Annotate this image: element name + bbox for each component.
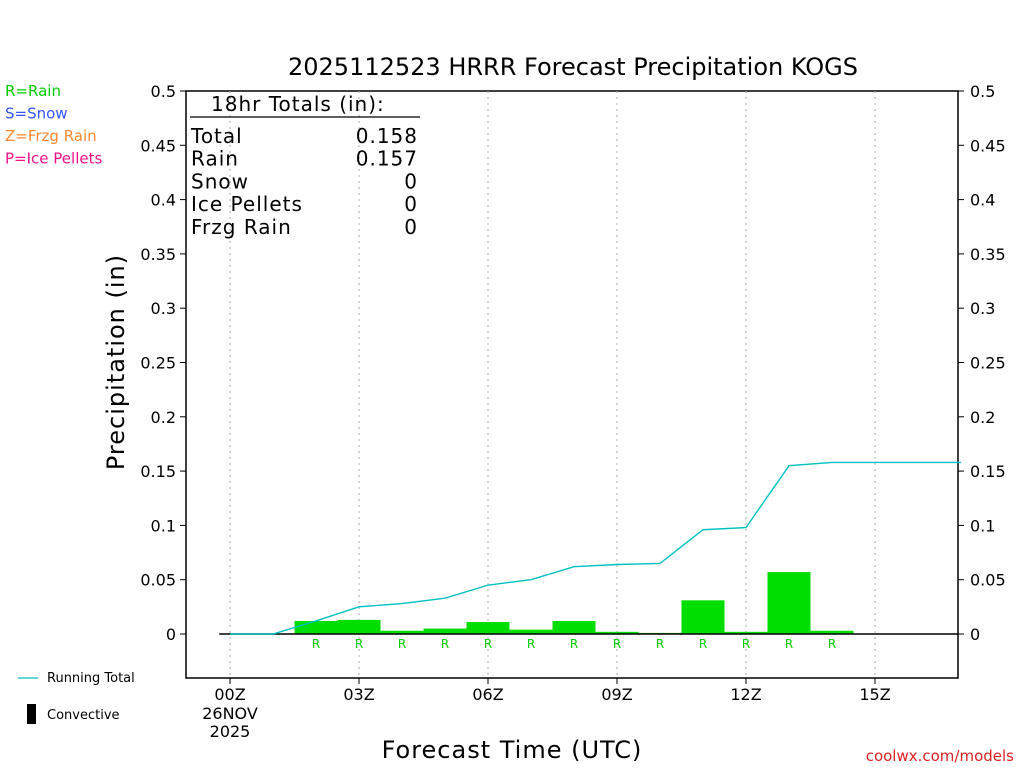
totals-row-value: 0 [404, 169, 418, 193]
ptype-label: R [312, 637, 320, 651]
ptype-label: R [742, 637, 750, 651]
precip-bar [466, 622, 510, 634]
ptype-label: R [355, 637, 363, 651]
ptype-label: R [699, 637, 707, 651]
x-tick-label: 15Z [859, 685, 890, 704]
y-tick-label: 0.5 [151, 82, 176, 101]
x-tick-label: 06Z [472, 685, 503, 704]
precip-bars [294, 572, 854, 634]
y-tick-label: 0.2 [151, 408, 176, 427]
totals-row-label: Rain [191, 147, 239, 171]
precip-bar [810, 630, 854, 634]
precip-bar [337, 619, 381, 634]
precip-bar [595, 631, 639, 634]
y-tick-label-right: 0.1 [970, 516, 995, 535]
y-tick-label: 0.3 [151, 299, 176, 318]
precip-bar [380, 630, 424, 634]
y-tick-label: 0.1 [151, 516, 176, 535]
totals-row-value: 0.158 [356, 124, 418, 148]
totals-row-value: 0 [404, 192, 418, 216]
totals-header: 18hr Totals (in): [211, 92, 385, 116]
precip-bar [724, 631, 768, 634]
y-tick-label: 0.4 [151, 191, 176, 210]
totals-rows: Total 0.158 Rain 0.157 Snow 0 Ice Pellets 0 Frzg… [190, 124, 418, 239]
ptype-label: R [613, 637, 621, 651]
y-tick-label-right: 0.15 [970, 462, 1006, 481]
ptype-label: R [527, 637, 535, 651]
x-tick-label: 03Z [343, 685, 374, 704]
x-axis-label: Forecast Time (UTC) [382, 736, 643, 764]
x-tick-date-label: 26NOV [202, 704, 258, 723]
credit-text: coolwx.com/models [866, 747, 1014, 765]
y-tick-label-right: 0.05 [970, 571, 1006, 590]
ptype-legend-entry: P=Ice Pellets [5, 150, 102, 168]
y-axis-label: Precipitation (in) [102, 254, 130, 470]
ptype-legend-entry: Z=Frzg Rain [5, 127, 97, 145]
y-tick-label: 0.35 [140, 245, 176, 264]
totals-row-label: Frzg Rain [191, 215, 292, 239]
y-tick-label: 0 [166, 625, 176, 644]
y-tick-label: 0.15 [140, 462, 176, 481]
totals-box: 18hr Totals (in): Total 0.158 Rain 0.157 Sno… [190, 92, 420, 239]
y-tick-label-right: 0.2 [970, 408, 995, 427]
running-total-line [230, 461, 961, 635]
totals-row-value: 0 [404, 215, 418, 239]
ptype-label: R [828, 637, 836, 651]
y-tick-label: 0.45 [140, 136, 176, 155]
precip-bar [552, 620, 596, 634]
y-tick-label: 0.25 [140, 354, 176, 373]
precip-bar [767, 572, 811, 634]
precip-bar [423, 628, 467, 634]
y-tick-label-right: 0.45 [970, 136, 1006, 155]
ptype-legend-entry: R=Rain [5, 82, 61, 100]
precip-bar [509, 629, 553, 634]
y-tick-label-right: 0.3 [970, 299, 995, 318]
x-tick-label: 00Z [214, 685, 245, 704]
ptype-label: R [570, 637, 578, 651]
running-total-series [230, 461, 961, 635]
y-tick-label-right: 0.25 [970, 354, 1006, 373]
totals-row-label: Snow [191, 169, 249, 193]
chart-title: 2025112523 HRRR Forecast Precipitation K… [288, 53, 858, 81]
totals-row-value: 0.157 [356, 147, 418, 171]
plot-frame [185, 90, 959, 679]
y-tick-label-right: 0.5 [970, 82, 995, 101]
y-tick-label-right: 0.4 [970, 191, 995, 210]
precip-bar [681, 600, 725, 634]
y-tick-label-right: 0.35 [970, 245, 1006, 264]
ptype-label: R [441, 637, 449, 651]
x-tick-date-label: 2025 [210, 722, 251, 741]
x-tick-label: 12Z [730, 685, 761, 704]
precip-bar [294, 620, 338, 634]
x-tick-label: 09Z [601, 685, 632, 704]
ptype-legend: R=Rain S=Snow Z=Frzg Rain P=Ice Pellets [5, 82, 102, 168]
convective-legend-label: Convective [47, 708, 120, 723]
y-axes: 0 00.05 0.050.1 0.10.15 0.150.2 0.20.25 0.250.… [140, 82, 1005, 644]
y-tick-label-right: 0 [970, 625, 980, 644]
y-tick-label: 0.05 [140, 571, 176, 590]
ptype-label: R [484, 637, 492, 651]
convective-legend-swatch [27, 704, 36, 724]
ptype-label: R [785, 637, 793, 651]
ptype-label: R [656, 637, 664, 651]
ptype-legend-entry: S=Snow [5, 105, 68, 123]
totals-row-label: Total [190, 124, 243, 148]
grid-lines [229, 91, 876, 678]
ptype-label: R [398, 637, 406, 651]
totals-row-label: Ice Pellets [191, 192, 303, 216]
running-total-legend-label: Running Total [47, 671, 135, 686]
